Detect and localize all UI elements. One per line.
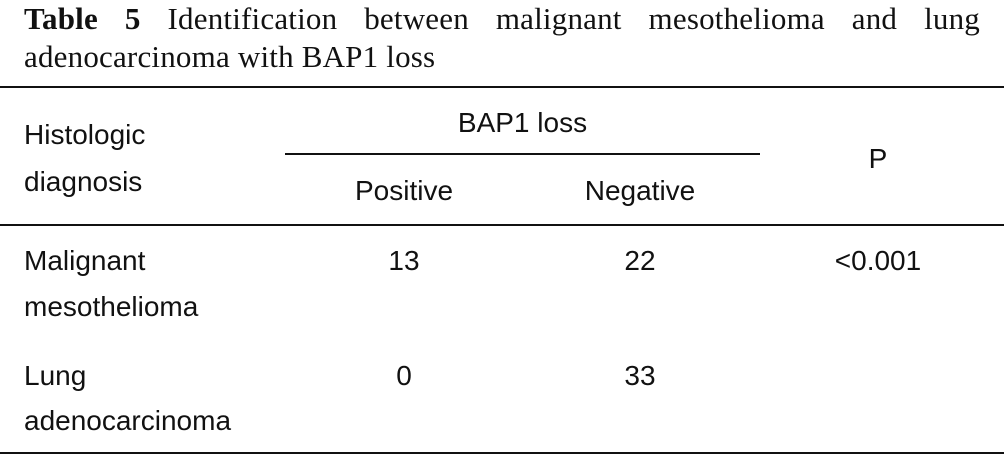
header-positive: Positive xyxy=(354,175,454,206)
header-histologic-diagnosis-line2: diagnosis xyxy=(24,166,143,197)
header-p: P xyxy=(868,143,888,174)
row1-p-value: <0.001 xyxy=(834,245,922,276)
header-rule xyxy=(0,224,1004,226)
row2-positive: 0 xyxy=(396,360,412,391)
header-histologic-diagnosis-line1: Histologic xyxy=(24,119,146,150)
row1-negative: 22 xyxy=(624,245,656,276)
table-caption: Table 5 Identification between malignant… xyxy=(24,0,980,76)
bap1-loss-underline xyxy=(285,153,760,155)
row1-diagnosis-line1: Malignant xyxy=(24,245,146,276)
bottom-rule xyxy=(0,452,1004,454)
row1-diagnosis-line2: mesothelioma xyxy=(24,291,199,322)
table-title: Identification between malignant mesothe… xyxy=(24,1,980,74)
row1-positive: 13 xyxy=(388,245,420,276)
row2-negative: 33 xyxy=(624,360,656,391)
header-bap1-loss: BAP1 loss xyxy=(457,107,588,138)
table-label: Table 5 xyxy=(24,1,141,36)
header-negative: Negative xyxy=(584,175,696,206)
row2-diagnosis-line2: adenocarcinoma xyxy=(24,405,232,436)
top-rule xyxy=(0,86,1004,88)
row2-diagnosis-line1: Lung xyxy=(24,360,87,391)
